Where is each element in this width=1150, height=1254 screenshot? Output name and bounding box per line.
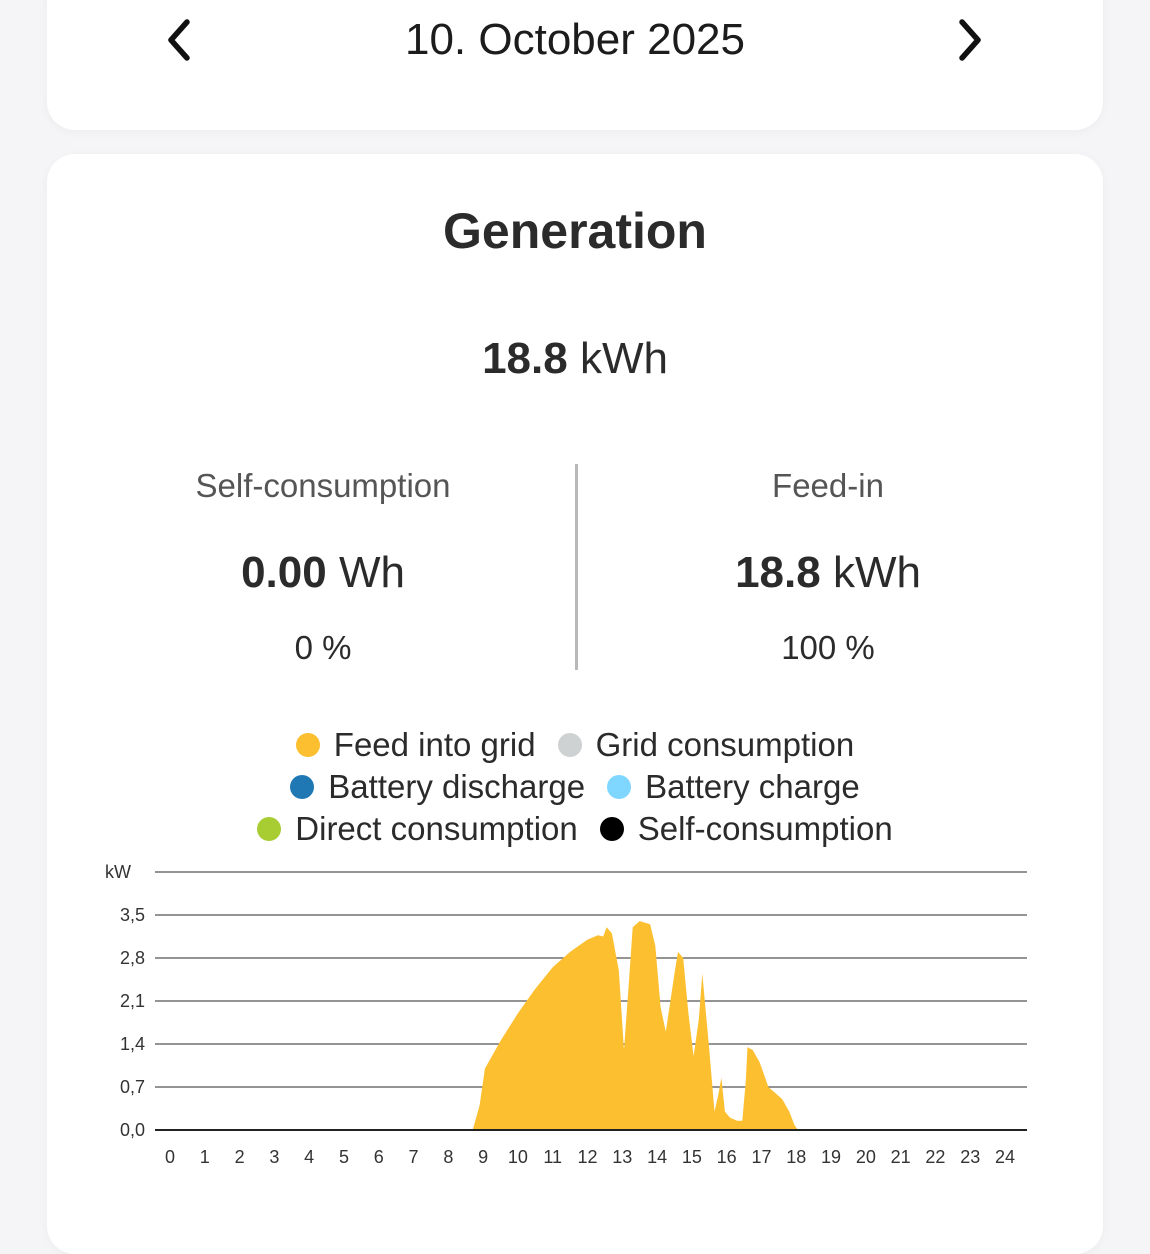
legend-dot bbox=[295, 733, 320, 757]
legend-label: Feed into grid bbox=[333, 726, 536, 763]
feed-in-percent: 100 % bbox=[781, 629, 875, 666]
x-tick-label: 6 bbox=[374, 1147, 384, 1167]
x-tick-label: 4 bbox=[304, 1147, 314, 1167]
y-tick-label: 3,5 bbox=[120, 905, 145, 925]
legend-dot bbox=[290, 775, 315, 799]
self-consumption-value: 0.00 Wh bbox=[123, 546, 523, 600]
legend-row: Battery discharge Battery charge bbox=[47, 766, 1103, 808]
legend-item-self-consumption[interactable]: Self-consumption bbox=[599, 808, 893, 850]
legend-item-direct-consumption[interactable]: Direct consumption bbox=[257, 808, 578, 850]
legend-dot bbox=[599, 817, 624, 841]
generation-total-value: 18.8 bbox=[482, 334, 568, 383]
x-tick-label: 17 bbox=[751, 1147, 771, 1167]
x-tick-label: 20 bbox=[856, 1147, 876, 1167]
generation-total: 18.8 kWh bbox=[47, 334, 1103, 384]
x-tick-label: 13 bbox=[612, 1147, 632, 1167]
x-tick-label: 12 bbox=[577, 1147, 597, 1167]
legend-dot bbox=[257, 817, 282, 841]
legend-label: Battery charge bbox=[645, 768, 860, 805]
selected-date[interactable]: 10. October 2025 bbox=[404, 15, 745, 64]
next-day-button[interactable] bbox=[940, 10, 1000, 70]
self-consumption-unit: Wh bbox=[338, 548, 405, 597]
legend-item-feed-into-grid[interactable]: Feed into grid bbox=[295, 724, 536, 766]
x-tick-label: 15 bbox=[682, 1147, 702, 1167]
x-tick-label: 9 bbox=[478, 1147, 488, 1167]
x-tick-label: 16 bbox=[717, 1147, 737, 1167]
legend-item-grid-consumption[interactable]: Grid consumption bbox=[557, 724, 855, 766]
generation-chart[interactable]: kW3,52,82,11,40,70,00 1 2 3 4 5 6 7 8 9 10 11 12 13 14… bbox=[47, 854, 1103, 1174]
y-tick-label: 2,1 bbox=[120, 991, 145, 1011]
y-axis-unit: kW bbox=[105, 862, 131, 882]
x-tick-label: 1 bbox=[200, 1147, 210, 1167]
y-tick-label: 0,7 bbox=[120, 1077, 145, 1097]
legend-label: Direct consumption bbox=[295, 810, 578, 847]
self-consumption-summary: Self-consumption 0.00 Wh 0 % bbox=[123, 464, 523, 670]
x-tick-label: 5 bbox=[339, 1147, 349, 1167]
x-tick-label: 21 bbox=[891, 1147, 911, 1167]
x-tick-label: 10 bbox=[508, 1147, 528, 1167]
x-tick-label: 23 bbox=[960, 1147, 980, 1167]
x-tick-label: 24 bbox=[995, 1147, 1015, 1167]
chevron-left-icon bbox=[168, 19, 190, 61]
x-tick-label: 14 bbox=[647, 1147, 667, 1167]
feed-in-label: Feed-in bbox=[772, 467, 884, 504]
area-feed-into-grid bbox=[170, 921, 1005, 1130]
legend-label: Self-consumption bbox=[637, 810, 893, 847]
x-tick-label: 18 bbox=[786, 1147, 806, 1167]
self-consumption-percent: 0 % bbox=[294, 629, 352, 666]
chevron-right-icon bbox=[959, 19, 981, 61]
legend-row: Feed into grid Grid consumption bbox=[47, 724, 1103, 766]
legend-label: Grid consumption bbox=[595, 726, 855, 763]
generation-total-unit: kWh bbox=[579, 334, 668, 383]
date-navigation-card: 10. October 2025 bbox=[47, 0, 1103, 130]
y-tick-label: 0,0 bbox=[120, 1120, 145, 1140]
x-tick-label: 0 bbox=[165, 1147, 175, 1167]
feed-in-number: 18.8 bbox=[735, 548, 821, 597]
generation-card: Generation 18.8 kWh Self-consumption 0.0… bbox=[47, 154, 1103, 1254]
legend-dot bbox=[607, 775, 632, 799]
x-tick-label: 22 bbox=[925, 1147, 945, 1167]
self-consumption-label: Self-consumption bbox=[195, 467, 451, 504]
legend-dot bbox=[557, 733, 582, 757]
x-tick-label: 3 bbox=[269, 1147, 279, 1167]
feed-in-summary: Feed-in 18.8 kWh 100 % bbox=[628, 464, 1028, 670]
previous-day-button[interactable] bbox=[149, 10, 209, 70]
x-tick-label: 2 bbox=[235, 1147, 245, 1167]
legend-item-battery-charge[interactable]: Battery charge bbox=[607, 766, 860, 808]
feed-in-value: 18.8 kWh bbox=[628, 546, 1028, 600]
legend-row: Direct consumption Self-consumption bbox=[47, 808, 1103, 850]
x-tick-label: 7 bbox=[409, 1147, 419, 1167]
chart-legend: Feed into grid Grid consumption Battery … bbox=[47, 724, 1103, 850]
x-tick-label: 19 bbox=[821, 1147, 841, 1167]
x-tick-label: 8 bbox=[443, 1147, 453, 1167]
legend-label: Battery discharge bbox=[328, 768, 586, 805]
summary-divider bbox=[575, 464, 578, 670]
self-consumption-number: 0.00 bbox=[241, 548, 327, 597]
y-tick-label: 2,8 bbox=[120, 948, 145, 968]
y-tick-label: 1,4 bbox=[120, 1034, 145, 1054]
generation-title: Generation bbox=[443, 203, 707, 259]
legend-item-battery-discharge[interactable]: Battery discharge bbox=[290, 766, 585, 808]
x-tick-label: 11 bbox=[543, 1147, 562, 1167]
feed-in-unit: kWh bbox=[832, 548, 921, 597]
